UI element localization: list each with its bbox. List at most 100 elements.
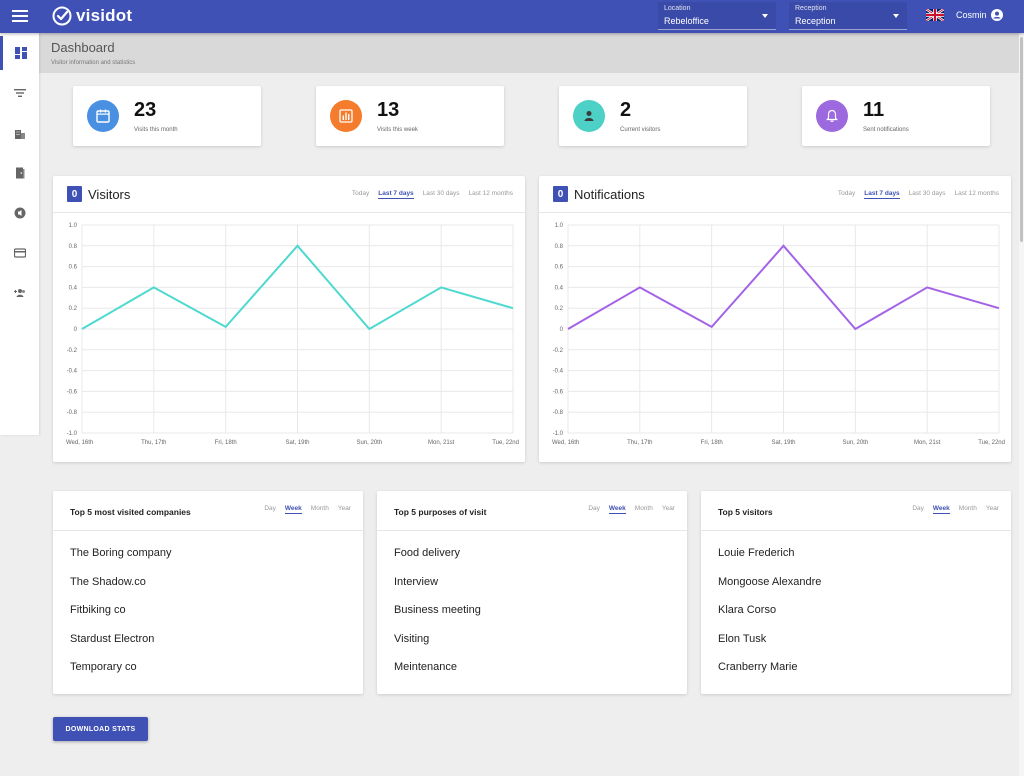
y-tick-label: -0.4: [553, 369, 564, 375]
tab-day[interactable]: Day: [912, 505, 924, 512]
count-badge: 0: [67, 186, 82, 202]
download-stats-button[interactable]: DOWNLOAD STATS: [53, 717, 148, 741]
sidebar: [0, 33, 39, 435]
page-scrollbar[interactable]: [1019, 33, 1024, 776]
stat-icon-circle: [816, 100, 848, 132]
tab-week[interactable]: Week: [932, 505, 950, 514]
y-tick-label: 1.0: [69, 223, 78, 229]
count-badge: 0: [553, 186, 568, 202]
list-item: Mongoose Alexandre: [718, 575, 822, 588]
add-user-icon: [13, 289, 25, 297]
menu-icon[interactable]: [12, 8, 28, 24]
x-tick-label: Thu, 17th: [627, 440, 652, 446]
y-tick-label: -0.8: [553, 410, 564, 416]
list-item: Business meeting: [394, 604, 481, 616]
stat-label: Current visitors: [620, 127, 661, 133]
stat-icon-circle: [330, 100, 362, 132]
y-tick-label: 0: [560, 327, 564, 333]
list-item: The Shadow.co: [70, 575, 146, 588]
list-item: Cranberry Marie: [718, 661, 798, 673]
list-header: Top 5 most visited companies Day Week Mo…: [53, 491, 363, 531]
y-tick-label: -0.8: [67, 410, 78, 416]
tab-last-30-days[interactable]: Last 30 days: [422, 190, 460, 197]
tab-day[interactable]: Day: [264, 505, 276, 512]
visitors-line-chart: 1.0 0.8 0.6 0.4 0.2 0 -0.2 -0.4 -0.6 -0.8 -1.0 Wed,…: [66, 223, 519, 446]
stat-label: Visits this month: [134, 127, 178, 133]
stat-icon-circle: [87, 100, 119, 132]
period-tabs: Day Week Month Year: [579, 505, 675, 514]
tab-month[interactable]: Month: [634, 505, 653, 512]
top-companies-card: Top 5 most visited companies Day Week Mo…: [53, 491, 363, 694]
tab-year[interactable]: Year: [985, 505, 999, 512]
list-title: Top 5 most visited companies: [70, 507, 191, 517]
tab-month[interactable]: Month: [310, 505, 329, 512]
list-item: Meintenance: [394, 661, 457, 673]
y-tick-label: 0.2: [555, 306, 564, 312]
list-header: Top 5 visitors Day Week Month Year: [701, 491, 1011, 531]
list-item: Klara Corso: [718, 604, 777, 616]
stat-card-sent-notifications: 11 Sent notifications: [802, 86, 990, 146]
sidebar-item-users[interactable]: [0, 276, 39, 310]
tab-today[interactable]: Today: [351, 190, 370, 197]
list-item: Food delivery: [394, 547, 461, 559]
y-tick-label: -0.2: [67, 348, 78, 354]
location-label: Location: [664, 5, 691, 12]
tab-day[interactable]: Day: [588, 505, 600, 512]
y-tick-label: -0.2: [553, 348, 564, 354]
period-tabs: Day Week Month Year: [255, 505, 351, 514]
tab-week[interactable]: Week: [284, 505, 302, 514]
y-tick-label: -1.0: [553, 431, 564, 437]
sidebar-item-filter[interactable]: [0, 76, 39, 110]
logo-check-icon: [52, 6, 72, 26]
tab-last-30-days[interactable]: Last 30 days: [908, 190, 946, 197]
y-tick-label: 1.0: [555, 223, 564, 229]
sidebar-item-audio[interactable]: [0, 196, 39, 230]
tab-last-7-days[interactable]: Last 7 days: [864, 190, 900, 199]
range-tabs: Today Last 7 days Last 30 days Last 12 m…: [343, 190, 513, 199]
uk-flag-icon[interactable]: [926, 9, 944, 21]
stat-label: Sent notifications: [863, 127, 909, 133]
top-visitors-card: Top 5 visitors Day Week Month Year Louie…: [701, 491, 1011, 694]
stat-icon-circle: [573, 100, 605, 132]
account-circle-icon[interactable]: [991, 9, 1003, 21]
app-logo[interactable]: visidot: [52, 4, 132, 28]
user-name[interactable]: Cosmin: [956, 10, 987, 20]
top-app-bar: visidot Location Rebeloffice Reception R…: [0, 0, 1024, 33]
x-tick-label: Wed, 16th: [552, 440, 579, 446]
sidebar-item-dashboard[interactable]: [0, 36, 39, 70]
page-header: Dashboard Visitor information and statis…: [39, 33, 1024, 73]
list-item: Fitbiking co: [70, 604, 126, 616]
tab-month[interactable]: Month: [958, 505, 977, 512]
tab-year[interactable]: Year: [661, 505, 675, 512]
x-tick-label: Thu, 17th: [141, 440, 166, 446]
reception-value: Reception: [795, 16, 836, 26]
tab-last-12-months[interactable]: Last 12 months: [954, 190, 999, 197]
location-value: Rebeloffice: [664, 16, 709, 26]
speaker-icon: [14, 207, 25, 219]
chart-title: Visitors: [88, 187, 131, 202]
list-item: Visiting: [394, 632, 430, 645]
stat-label: Visits this week: [377, 127, 418, 133]
tab-today[interactable]: Today: [837, 190, 856, 197]
sidebar-item-companies[interactable]: [0, 116, 39, 150]
scrollbar-thumb[interactable]: [1020, 37, 1023, 242]
tab-year[interactable]: Year: [337, 505, 351, 512]
y-tick-label: 0.8: [69, 244, 78, 250]
sidebar-item-cards[interactable]: [0, 236, 39, 270]
reception-select[interactable]: Reception Reception: [789, 2, 907, 30]
reception-label: Reception: [795, 5, 827, 12]
stat-card-current-visitors: 2 Current visitors: [559, 86, 747, 146]
y-tick-label: 0.8: [555, 244, 564, 250]
x-tick-label: Fri, 18th: [215, 440, 237, 446]
location-select[interactable]: Location Rebeloffice: [658, 2, 776, 30]
visitors-chart-card: 0 Visitors Today Last 7 days Last 30 day…: [53, 176, 525, 462]
list-items: The Boring company The Shadow.co Fitbiki…: [70, 546, 172, 689]
x-tick-label: Sun, 20th: [356, 440, 382, 446]
list-item: Elon Tusk: [718, 632, 767, 645]
tab-last-12-months[interactable]: Last 12 months: [468, 190, 513, 197]
tab-week[interactable]: Week: [608, 505, 626, 514]
sidebar-item-reception[interactable]: [0, 156, 39, 190]
x-tick-label: Mon, 21st: [428, 440, 455, 446]
tab-last-7-days[interactable]: Last 7 days: [378, 190, 414, 199]
list-item: Temporary co: [70, 661, 137, 673]
